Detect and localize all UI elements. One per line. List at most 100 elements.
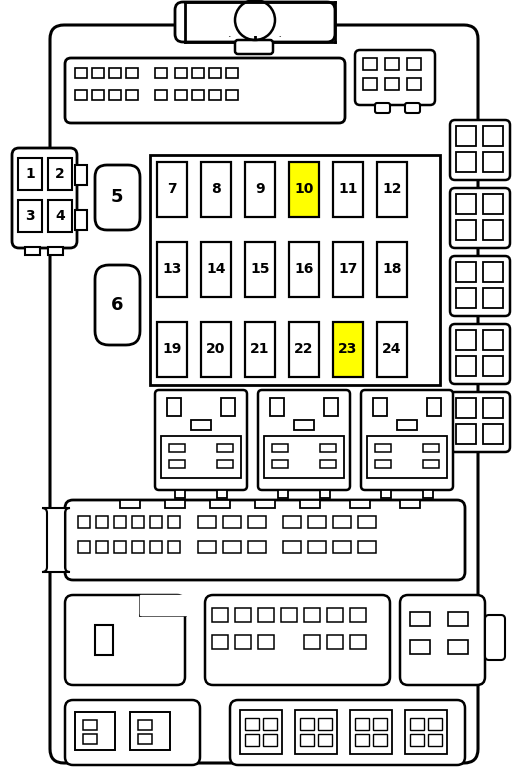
Bar <box>155 90 167 100</box>
Bar <box>157 162 187 217</box>
Bar <box>272 460 288 468</box>
Bar <box>138 734 152 744</box>
Bar <box>333 242 363 297</box>
Bar <box>25 247 40 255</box>
Bar <box>48 247 63 255</box>
Bar <box>83 734 97 744</box>
Bar <box>456 288 476 308</box>
Text: 15: 15 <box>250 262 270 276</box>
Bar <box>165 500 185 508</box>
Text: 1: 1 <box>25 167 35 181</box>
Bar <box>138 720 152 730</box>
Bar <box>226 68 238 78</box>
Bar <box>483 262 503 282</box>
Bar <box>456 424 476 444</box>
Bar <box>175 68 187 78</box>
Bar <box>456 356 476 376</box>
Bar <box>191 420 211 430</box>
Bar <box>283 516 301 528</box>
Bar <box>320 490 330 498</box>
Bar <box>300 500 320 508</box>
Bar <box>377 162 407 217</box>
FancyBboxPatch shape <box>175 2 335 42</box>
Bar <box>333 322 363 377</box>
Bar <box>75 210 87 230</box>
Text: 2: 2 <box>55 167 65 181</box>
Bar <box>381 490 391 498</box>
Bar <box>427 398 441 416</box>
Bar <box>130 712 170 750</box>
Text: 6: 6 <box>111 296 123 314</box>
Bar <box>221 398 235 416</box>
FancyBboxPatch shape <box>95 265 140 345</box>
Bar <box>483 424 503 444</box>
Bar <box>375 444 391 452</box>
Text: 19: 19 <box>162 342 182 356</box>
Bar <box>235 608 251 622</box>
Bar <box>169 444 185 452</box>
Bar <box>226 90 238 100</box>
Bar <box>377 242 407 297</box>
Text: 3: 3 <box>25 209 35 223</box>
Bar <box>175 490 185 498</box>
Bar <box>456 262 476 282</box>
FancyBboxPatch shape <box>450 188 510 248</box>
Bar <box>350 500 370 508</box>
Bar <box>96 516 108 528</box>
FancyBboxPatch shape <box>235 40 273 54</box>
Bar <box>245 322 275 377</box>
Text: 24: 24 <box>382 342 402 356</box>
Text: 14: 14 <box>206 262 226 276</box>
Bar <box>217 460 233 468</box>
Bar <box>281 608 297 622</box>
Bar <box>397 420 417 430</box>
Bar <box>456 330 476 350</box>
Bar <box>235 635 251 649</box>
Bar <box>168 516 180 528</box>
FancyBboxPatch shape <box>485 615 505 660</box>
Bar <box>92 68 104 78</box>
Bar <box>428 718 442 730</box>
Bar <box>198 541 216 553</box>
Bar <box>270 398 284 416</box>
Bar <box>209 68 221 78</box>
FancyBboxPatch shape <box>400 595 485 685</box>
Bar <box>175 90 187 100</box>
Bar <box>448 640 468 654</box>
Bar <box>483 330 503 350</box>
Bar <box>327 608 343 622</box>
FancyBboxPatch shape <box>450 256 510 316</box>
Bar <box>75 68 87 78</box>
FancyBboxPatch shape <box>42 508 70 572</box>
Bar <box>132 516 144 528</box>
Bar <box>157 322 187 377</box>
Bar <box>272 444 288 452</box>
Bar <box>258 608 274 622</box>
Text: 22: 22 <box>294 342 314 356</box>
Bar <box>423 460 439 468</box>
Bar <box>78 541 90 553</box>
Bar <box>407 58 421 70</box>
Bar <box>209 90 221 100</box>
Bar <box>423 490 433 498</box>
Bar <box>363 58 377 70</box>
FancyBboxPatch shape <box>50 25 478 763</box>
Bar <box>168 541 180 553</box>
Bar <box>308 541 326 553</box>
Bar <box>410 640 430 654</box>
Bar <box>483 152 503 172</box>
Bar <box>385 78 399 90</box>
Text: 13: 13 <box>162 262 182 276</box>
Bar <box>320 444 336 452</box>
Bar <box>448 612 468 626</box>
Text: 10: 10 <box>294 182 314 196</box>
FancyBboxPatch shape <box>355 50 435 105</box>
FancyBboxPatch shape <box>361 390 453 490</box>
Bar <box>132 541 144 553</box>
FancyBboxPatch shape <box>155 390 247 490</box>
Bar <box>114 516 126 528</box>
Bar <box>410 612 430 626</box>
Bar <box>240 710 282 754</box>
FancyBboxPatch shape <box>65 58 345 123</box>
Bar <box>192 68 204 78</box>
